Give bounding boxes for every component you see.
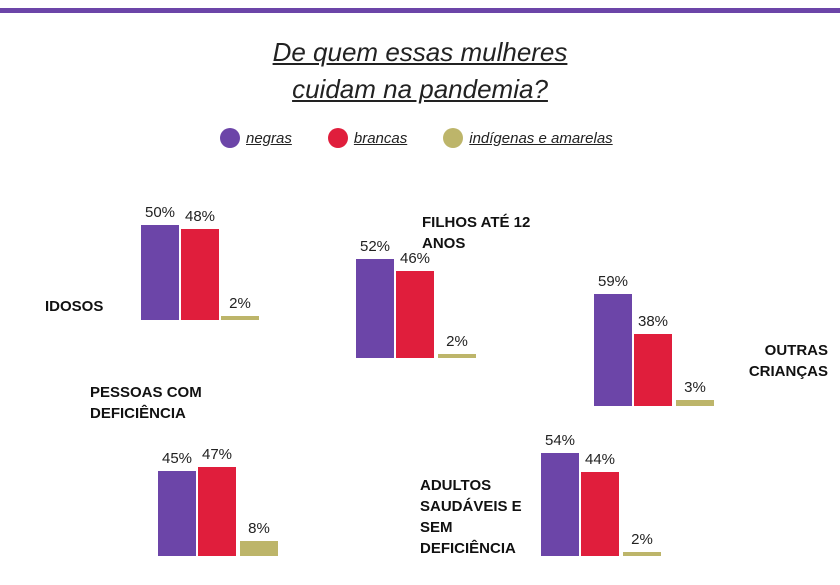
- bar: [181, 228, 219, 320]
- legend-label: indígenas e amarelas: [469, 129, 613, 147]
- category-label: IDOSOS: [45, 298, 104, 315]
- bar: [198, 466, 236, 556]
- value-label: 46%: [399, 249, 431, 267]
- bar: [541, 453, 579, 556]
- legend-item: brancas: [327, 128, 408, 148]
- value-label: 8%: [248, 519, 270, 537]
- bar: [240, 540, 278, 556]
- value-label: 44%: [584, 451, 616, 469]
- value-label: 3%: [684, 379, 706, 397]
- bar: [594, 293, 632, 406]
- legend-label: negras: [246, 129, 292, 147]
- legend: negras brancas indígenas e amarelas: [220, 128, 640, 148]
- bar: [438, 354, 476, 358]
- bar: [396, 270, 434, 358]
- category-label: OUTRAS CRIANÇAS: [748, 342, 828, 380]
- value-label: 2%: [229, 295, 251, 313]
- value-label: 38%: [637, 312, 669, 330]
- legend-label: brancas: [353, 129, 408, 147]
- bar: [676, 400, 714, 406]
- legend-item: indígenas e amarelas: [443, 128, 613, 148]
- value-label: 47%: [201, 445, 233, 463]
- bar: [634, 333, 672, 406]
- bar: [581, 472, 619, 556]
- legend-swatch: [443, 128, 464, 148]
- category-label: FILHOS ATÉ 12 ANOS: [422, 214, 531, 252]
- top-rule: [0, 8, 840, 13]
- value-label: 2%: [631, 531, 653, 549]
- bar: [141, 225, 179, 320]
- value-label: 2%: [446, 333, 468, 351]
- bar: [623, 552, 661, 556]
- legend-item: negras: [220, 128, 292, 148]
- value-label: 50%: [144, 204, 176, 221]
- value-label: 52%: [359, 238, 391, 256]
- legend-swatch: [220, 128, 240, 148]
- bar: [221, 316, 259, 320]
- chart-title: De quem essas mulheres cuidam na pandemi…: [272, 37, 568, 104]
- value-label: 59%: [597, 272, 629, 290]
- value-label: 54%: [544, 432, 576, 450]
- category-label: ADULTOS SAUDÁVEIS E SEM DEFICIÊNCIA: [420, 477, 522, 557]
- bar: [158, 470, 196, 556]
- value-label: 48%: [184, 207, 216, 225]
- bar: [356, 259, 394, 358]
- category-label: PESSOAS COM DEFICIÊNCIA: [90, 384, 202, 422]
- legend-swatch: [327, 128, 348, 148]
- value-label: 45%: [161, 449, 193, 467]
